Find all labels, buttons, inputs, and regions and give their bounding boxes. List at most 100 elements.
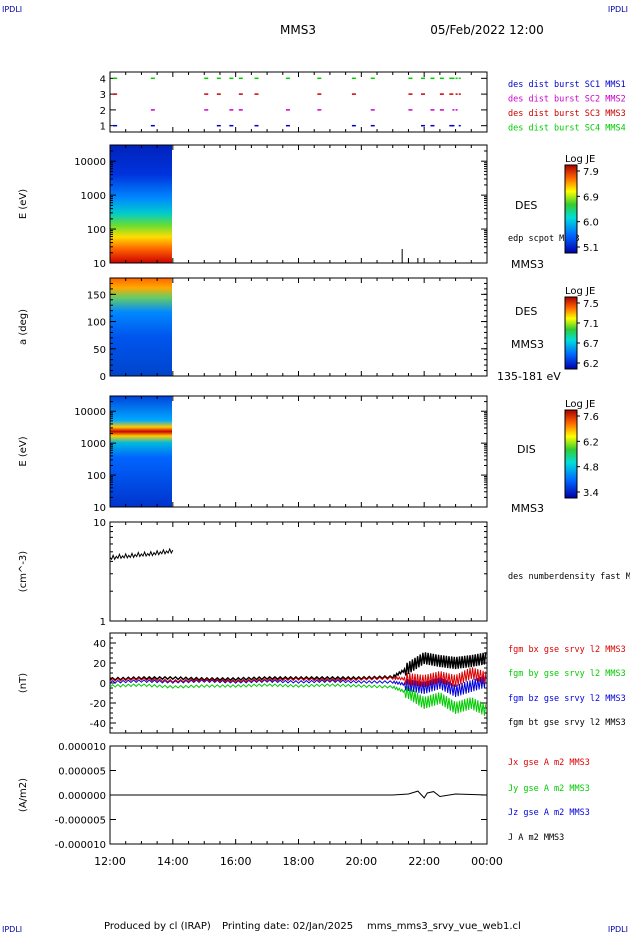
panel-label-scpot: edp scpot MMS3 [508,234,580,244]
legend-entry: Jz gse A m2 MMS3 [508,808,590,818]
y-tick-label: 0 [100,372,106,383]
y-axis-label: (A/m2) [18,778,29,812]
y-tick-label: 0 [100,679,106,690]
panel-magnetic-field: -40 -20 0 20 40 (nT) fgm bx gse srvy l2 MMS3 f… [18,632,626,734]
y-tick-label: -20 [90,699,106,710]
legend-entry: des dist burst SC3 MMS3 [508,109,626,119]
panel-label-spacecraft: MMS3 [511,338,544,351]
footer-filename: mms_mms3_srvy_vue_web1.cl [367,921,521,932]
colorbar-tick-label: 6.0 [583,218,599,229]
y-tick-label: 1 [100,617,106,628]
y-axis-label: E (eV) [18,436,29,466]
legend-entry: des dist burst SC2 MMS2 [508,95,626,105]
b-series-line [109,675,487,698]
y-tick-label: 1000 [81,191,106,202]
y-tick-label: 3 [100,90,106,101]
panel-des-pitch: 0 50 100 150 a (deg) DES MMS3 135-181 eV [18,277,561,383]
footer-printing-date: Printing date: 02/Jan/2025 [222,921,353,932]
des-energy-spectrogram [110,145,172,263]
colorbar-tick-label: 7.1 [583,319,599,330]
corner-label-top-right: IPDLI [608,5,628,14]
time-tick-label: 14:00 [157,855,189,868]
legend-entry: fgm bt gse srvy l2 MMS3 [508,718,626,728]
y-tick-label: 50 [93,345,106,356]
legend-entry: J A m2 MMS3 [508,833,564,843]
panel-label-des: DES [515,305,537,318]
y-tick-label: 10 [93,259,106,270]
panel-label-energy-range: 135-181 eV [497,370,561,383]
y-axis-label: a (deg) [18,309,29,345]
colorbar-tick-label: 6.7 [583,339,599,350]
y-tick-label: 0.000010 [58,742,106,753]
panel-dis-energy: 10 100 1000 10000 E (eV) DIS MMS3 [18,395,544,515]
datetime-title: 05/Feb/2022 12:00 [430,23,544,37]
colorbar-tick-label: 3.4 [583,488,599,499]
density-line [109,547,174,561]
colorbar-tick-label: 7.9 [583,167,599,178]
panel-frame [109,521,488,622]
y-tick-label: 100 [87,318,106,329]
y-tick-label: 0.000000 [58,791,106,802]
panel-label-spacecraft: MMS3 [511,502,544,515]
y-axis-label: (cm^-3) [18,551,29,592]
legend-entry: fgm bx gse srvy l2 MMS3 [508,645,626,655]
y-axis-label: (nT) [18,673,29,693]
time-tick-label: 18:00 [283,855,315,868]
colorbar-title: Log JE [565,286,595,297]
y-tick-label: 4 [100,74,106,85]
b-series-line [109,683,487,716]
panel-density: 1 10 (cm^-3) des numberdensity fast M [18,518,630,628]
y-tick-label: 40 [93,639,106,650]
panel-current-density: -0.000010 -0.000005 0.000000 0.000005 0.0000… [18,742,590,851]
y-tick-label: 10000 [74,157,106,168]
panel-des-energy: 10 100 1000 10000 E (eV) DES edp scpot MMS3 MM… [18,144,580,271]
y-tick-label: -0.000010 [55,840,106,851]
time-tick-label: 00:00 [471,855,503,868]
corner-label-bottom-left: IPDLI [2,925,22,934]
panel-label-des: DES [515,199,537,212]
panel-frame [109,71,488,133]
colorbar-tick-label: 6.9 [583,192,599,203]
y-tick-label: 100 [87,471,106,482]
time-tick-label: 12:00 [94,855,126,868]
colorbar-tick-label: 7.5 [583,299,599,310]
colorbar-title: Log JE [565,154,595,165]
y-tick-label: 1 [100,122,106,133]
colorbar-tick-label: 6.2 [583,359,599,370]
time-tick-label: 16:00 [220,855,252,868]
panel-burst: 1 2 3 4 des dist burst SC1 MMS1 des dist bur… [100,71,626,134]
legend-entry: des numberdensity fast M [508,572,630,582]
legend-entry: Jy gse A m2 MMS3 [508,784,590,794]
colorbar [564,409,578,499]
spacecraft-title: MMS3 [280,23,316,37]
y-tick-label: 100 [87,225,106,236]
y-tick-label: 1000 [81,439,106,450]
corner-label-top-left: IPDLI [2,5,22,14]
colorbar [564,164,578,254]
time-tick-label: 22:00 [408,855,440,868]
panel-label-spacecraft: MMS3 [511,258,544,271]
colorbar-tick-label: 5.1 [583,243,599,254]
y-tick-label: 10 [93,518,106,529]
legend-entry: Jx gse A m2 MMS3 [508,758,590,768]
time-tick-label: 20:00 [345,855,377,868]
footer-produced: Produced by cl (IRAP) [104,921,211,932]
panel-label-dis: DIS [517,443,536,456]
legend-entry: fgm bz gse srvy l2 MMS3 [508,694,626,704]
y-tick-label: 10000 [74,407,106,418]
colorbar-tick-label: 4.8 [583,463,599,474]
legend-entry: fgm by gse srvy l2 MMS3 [508,669,626,679]
y-tick-label: 150 [87,290,106,301]
b-series-line [109,652,487,682]
current-line [110,790,488,799]
colorbar [564,296,578,370]
legend-entry: des dist burst SC1 MMS1 [508,80,626,90]
colorbar-tick-label: 6.2 [583,437,599,448]
dis-energy-spectrogram [110,396,172,507]
legend-entry: des dist burst SC4 MMS4 [508,124,626,134]
y-tick-label: 0.000005 [58,767,106,778]
corner-label-bottom-right: IPDLI [608,925,628,934]
y-tick-label: 10 [93,503,106,514]
y-axis-label: E (eV) [18,189,29,219]
